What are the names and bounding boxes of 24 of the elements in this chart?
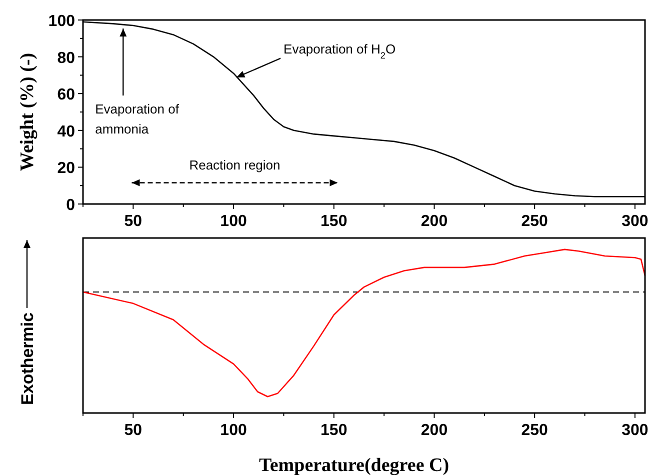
x-tick-label: 50 [124, 422, 142, 439]
y-tick-label: 20 [57, 160, 76, 178]
x-tick-label: 300 [622, 422, 648, 439]
x-axis-title: Temperature(degree C) [258, 455, 450, 475]
x-tick-label: 50 [124, 213, 142, 230]
x-tick-label: 100 [220, 422, 247, 439]
x-tick-label: 250 [521, 213, 548, 230]
x-tick-label: 200 [420, 422, 448, 439]
y-axis-title: Exothermic [18, 312, 37, 405]
annotation: Evaporation of ammonia [95, 102, 180, 137]
annotation: Reaction region [189, 158, 280, 173]
x-tick-label: 150 [320, 213, 348, 230]
x-tick-label: 250 [521, 422, 548, 439]
x-tick-label: 300 [622, 213, 648, 230]
x-tick-label: 200 [420, 213, 448, 230]
y-axis-title: Weight (%) (-) [17, 52, 38, 172]
y-tick-label: 60 [57, 86, 76, 104]
x-tick-label: 150 [320, 422, 348, 439]
y-tick-label: 40 [57, 123, 76, 140]
y-tick-label: 0 [66, 197, 76, 214]
x-tick-label: 100 [220, 213, 247, 230]
y-tick-label: 100 [48, 13, 76, 30]
y-tick-label: 80 [57, 50, 76, 67]
annotation: Evaporation of H$_{2}$O [284, 41, 396, 60]
